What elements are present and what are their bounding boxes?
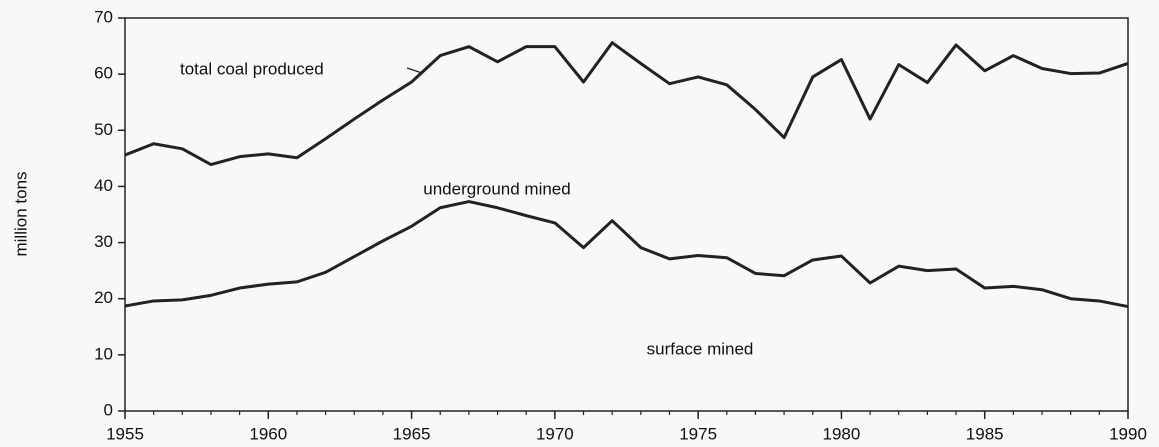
y-tick-label: 20 [94,288,113,307]
y-tick-label: 50 [94,120,113,139]
x-tick-label: 1955 [106,424,144,443]
series-label: surface mined [647,339,754,358]
x-tick-label: 1975 [679,424,717,443]
label-leader [406,67,423,74]
x-tick-label: 1980 [823,424,861,443]
x-tick-label: 1965 [393,424,431,443]
annotation: underground mined [423,179,570,198]
y-tick-label: 40 [94,176,113,195]
y-tick-label: 0 [104,400,113,419]
plot-frame [124,17,1129,412]
y-axis-label: million tons [11,171,30,256]
series-line [124,200,1129,309]
y-tick-label: 60 [94,64,113,83]
y-tick-label: 30 [94,232,113,251]
x-tick-label: 1970 [536,424,574,443]
x-tick-label: 1985 [966,424,1004,443]
y-tick-label: 70 [94,7,113,26]
x-tick-label: 1960 [249,424,287,443]
series-line [124,41,1129,167]
series-label: total coal produced [180,59,324,78]
y-tick-label: 10 [94,344,113,363]
x-tick-label: 1990 [1109,424,1147,443]
